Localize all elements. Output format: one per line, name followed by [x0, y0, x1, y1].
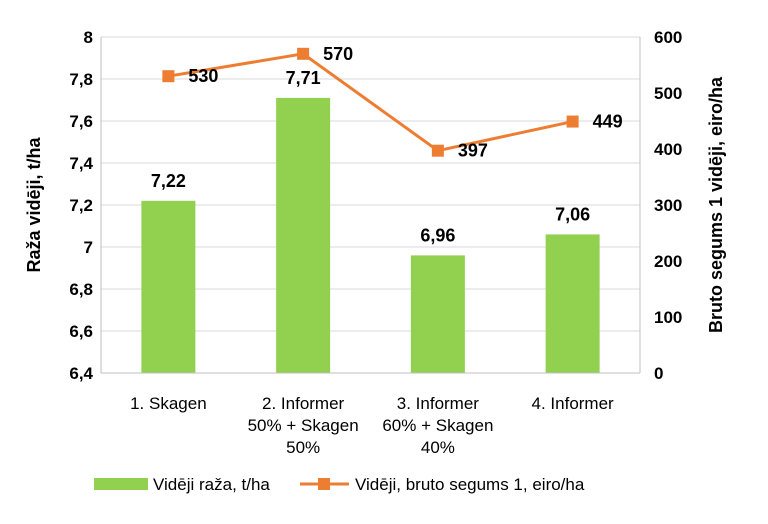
axes — [100, 37, 641, 374]
y-tick-label: 8 — [84, 28, 93, 47]
data-labels: 7,22 7,71 6,96 7,06 530 570 397 449 — [151, 44, 623, 246]
legend: Vidēji raža, t/ha Vidēji, bruto segums 1… — [94, 475, 585, 494]
x-axis-tick-labels: 1. Skagen 2. Informer 50% + Skagen 50% 3. In… — [130, 394, 614, 457]
x-tick-label-line: 50% + Skagen — [248, 416, 359, 435]
x-tick-label: 4. Informer — [532, 394, 615, 413]
line-marker — [297, 47, 310, 60]
bar-data-label: 7,06 — [555, 204, 590, 224]
y-axis-tick-labels: 6,4 6,6 6,8 7 7,2 7,4 7,6 7,8 8 — [69, 28, 93, 383]
y-tick-label: 7,4 — [69, 154, 93, 173]
y-axis-title: Raža vidēji, t/ha — [24, 136, 44, 272]
x-tick-label-line: 3. Informer — [397, 394, 480, 413]
line-data-label: 570 — [323, 44, 353, 64]
y-tick-label: 7 — [84, 238, 93, 257]
y2-tick-label: 100 — [654, 308, 682, 327]
x-tick-label: 2. Informer 50% + Skagen 50% — [248, 394, 359, 457]
y2-tick-label: 500 — [654, 84, 682, 103]
y-tick-label: 7,8 — [69, 70, 93, 89]
y2-axis-title: Bruto segums 1 vidēji, eiro/ha — [706, 76, 726, 333]
y2-tick-label: 300 — [654, 196, 682, 215]
bar-data-label: 7,22 — [151, 171, 186, 191]
line-marker — [431, 144, 444, 157]
bar-series — [141, 97, 600, 374]
bar-data-label: 6,96 — [420, 225, 455, 245]
y2-tick-label: 600 — [654, 28, 682, 47]
x-tick-label-line: 50% — [286, 438, 320, 457]
line-data-label: 397 — [458, 141, 488, 161]
bar — [410, 255, 465, 373]
line-data-label: 530 — [188, 66, 218, 86]
bar — [276, 97, 331, 374]
line-data-label: 449 — [593, 112, 623, 132]
x-tick-label-line: 40% — [421, 438, 455, 457]
bar — [545, 234, 600, 373]
y2-tick-label: 0 — [654, 364, 663, 383]
bar-data-label: 7,71 — [286, 68, 321, 88]
x-tick-label-line: 60% + Skagen — [382, 416, 493, 435]
x-tick-label: 1. Skagen — [130, 394, 207, 413]
y2-tick-label: 200 — [654, 252, 682, 271]
y-tick-label: 6,4 — [69, 364, 93, 383]
x-tick-label-line: 4. Informer — [532, 394, 615, 413]
legend-swatch-bar — [94, 478, 148, 490]
y2-axis-tick-labels: 0 100 200 300 400 500 600 — [654, 28, 682, 383]
legend-label-line: Vidēji, bruto segums 1, eiro/ha — [355, 475, 585, 494]
y2-tick-label: 400 — [654, 140, 682, 159]
y-tick-label: 6,6 — [69, 322, 93, 341]
y-tick-label: 7,6 — [69, 112, 93, 131]
line-marker — [162, 70, 175, 83]
legend-label-bar: Vidēji raža, t/ha — [153, 475, 270, 494]
bar — [141, 200, 196, 373]
legend-swatch-marker — [318, 478, 330, 490]
series-line — [168, 52, 573, 153]
line-series — [162, 47, 579, 157]
x-tick-label-line: 1. Skagen — [130, 394, 207, 413]
x-tick-label-line: 2. Informer — [262, 394, 345, 413]
y-tick-label: 6,8 — [69, 280, 93, 299]
line-marker — [566, 115, 579, 128]
x-tick-label: 3. Informer 60% + Skagen 40% — [382, 394, 493, 457]
y-tick-label: 7,2 — [69, 196, 93, 215]
